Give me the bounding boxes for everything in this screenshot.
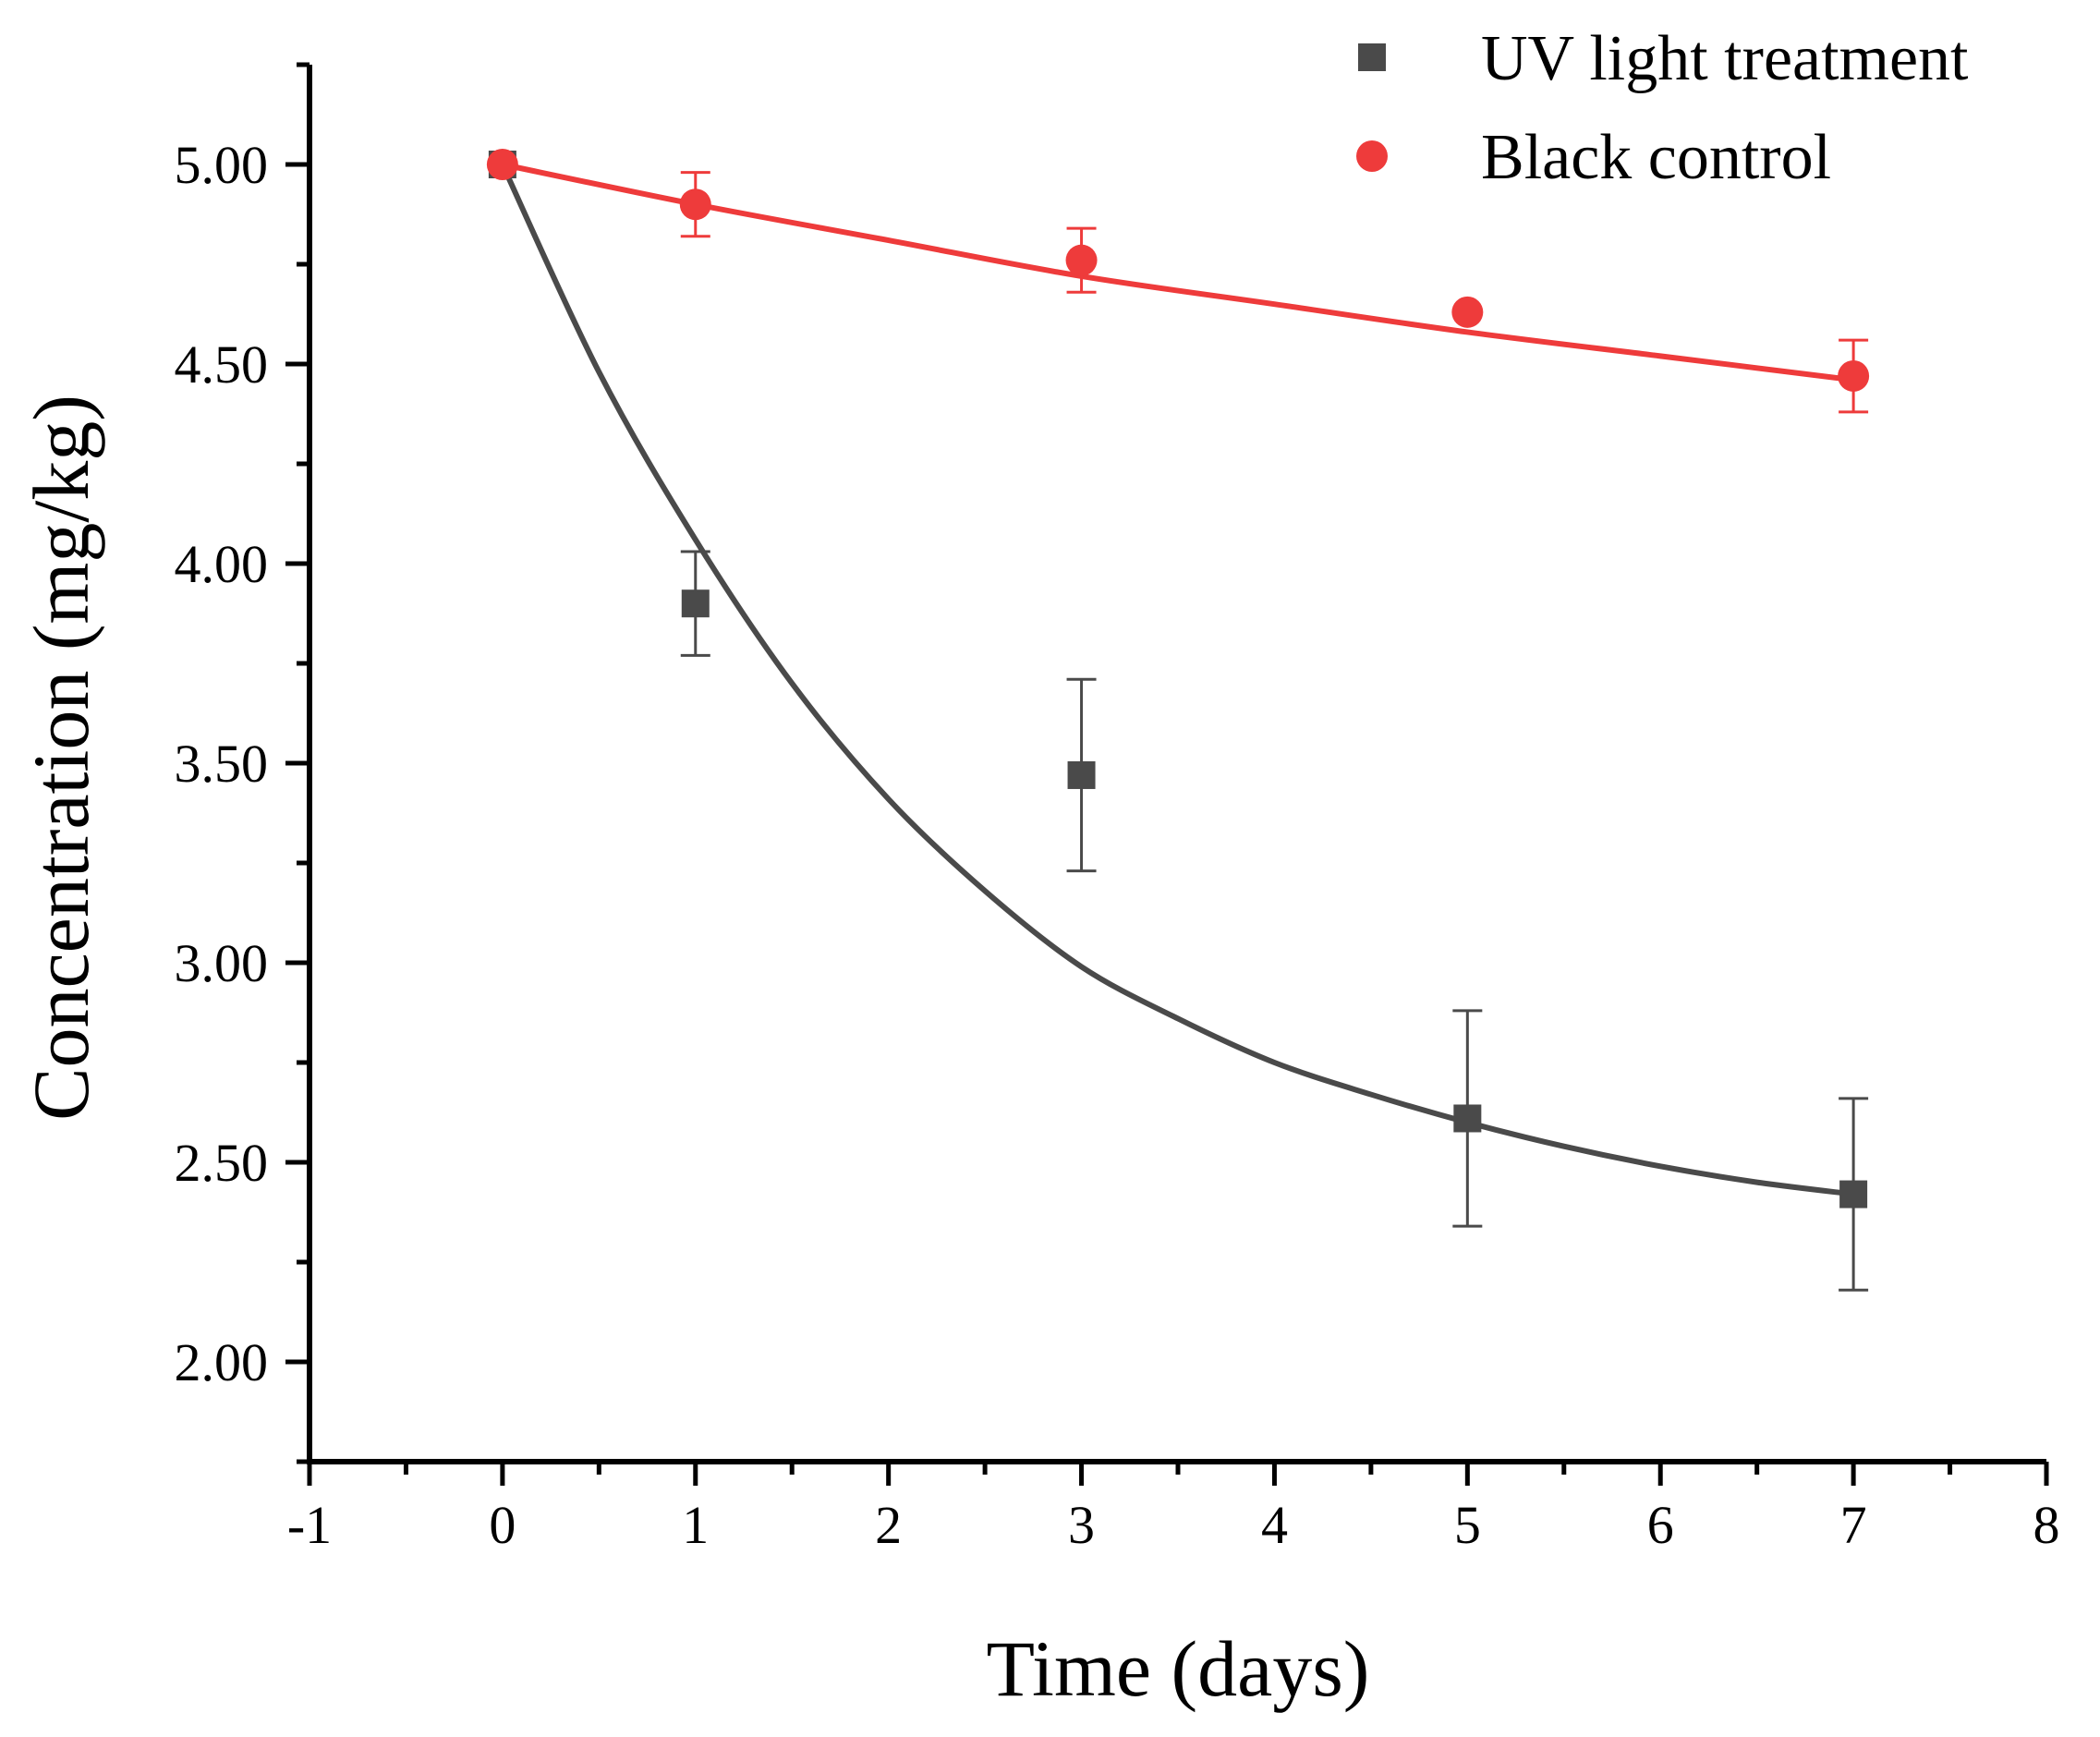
data-point-uv bbox=[1839, 1180, 1868, 1209]
x-tick-label: 2 bbox=[875, 1495, 902, 1555]
x-tick-label: 1 bbox=[682, 1495, 709, 1555]
data-point-uv bbox=[681, 589, 710, 618]
y-axis-title: Concentration (mg/kg) bbox=[17, 395, 105, 1121]
x-tick-label: 0 bbox=[489, 1495, 516, 1555]
legend: UV light treatment Black control bbox=[1356, 23, 1969, 193]
data-point-control bbox=[1065, 244, 1098, 276]
x-tick-label: 5 bbox=[1454, 1495, 1481, 1555]
legend-marker-control bbox=[1356, 140, 1388, 172]
data-point-uv bbox=[1067, 760, 1096, 789]
data-point-control bbox=[679, 188, 711, 221]
y-tick-label: 3.00 bbox=[175, 933, 269, 993]
x-tick-label: 7 bbox=[1840, 1495, 1867, 1555]
x-tick-label: 8 bbox=[2033, 1495, 2060, 1555]
axes: -1 0 1 2 3 4 5 6 7 8 2.00 2.50 3.00 3.50 4.00 4.50 5.00 bbox=[175, 62, 2060, 1555]
fit-curve-control bbox=[502, 162, 1854, 383]
data-markers bbox=[486, 149, 1870, 1209]
legend-label-control: Black control bbox=[1481, 122, 1831, 193]
y-tick-label: 3.50 bbox=[175, 734, 269, 794]
y-tick-label: 2.00 bbox=[175, 1332, 269, 1392]
legend-marker-uv bbox=[1358, 43, 1386, 71]
data-point-control bbox=[486, 149, 518, 180]
data-point-uv bbox=[1453, 1104, 1482, 1133]
y-tick-label: 4.50 bbox=[175, 334, 269, 395]
x-tick-label: 3 bbox=[1068, 1495, 1095, 1555]
x-tick-label: 6 bbox=[1647, 1495, 1674, 1555]
x-tick-label: 4 bbox=[1261, 1495, 1288, 1555]
data-point-control bbox=[1451, 296, 1484, 328]
data-point-control bbox=[1838, 359, 1870, 392]
legend-label-uv: UV light treatment bbox=[1481, 23, 1969, 94]
y-tick-label: 2.50 bbox=[175, 1133, 269, 1193]
fit-curve-uv bbox=[500, 163, 1854, 1197]
x-axis-title: Time (days) bbox=[987, 1624, 1370, 1713]
y-tick-label: 4.00 bbox=[175, 534, 269, 594]
error-bars bbox=[680, 171, 1869, 1292]
fit-curves bbox=[500, 162, 1854, 1197]
y-tick-label: 5.00 bbox=[175, 135, 269, 195]
x-tick-label: -1 bbox=[287, 1495, 332, 1555]
